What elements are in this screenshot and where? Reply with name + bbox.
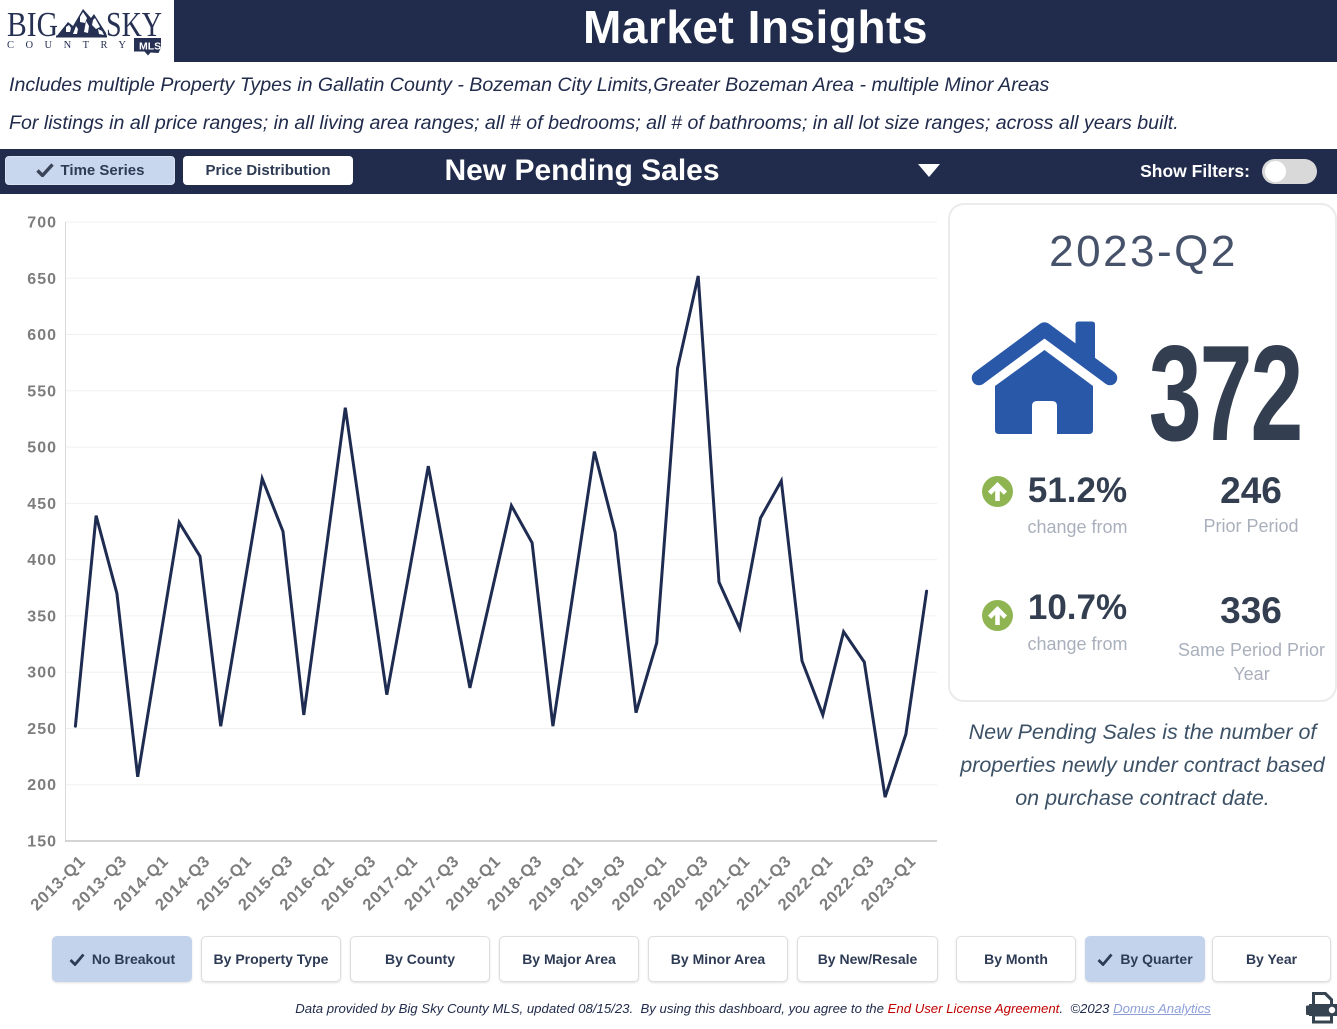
svg-text:400: 400 [27,552,57,569]
svg-text:300: 300 [27,665,57,682]
svg-text:COUNTRY: COUNTRY [7,40,126,51]
svg-text:150: 150 [27,834,57,851]
svg-text:SKY: SKY [106,5,162,44]
svg-text:450: 450 [27,496,57,513]
svg-text:650: 650 [27,271,57,288]
svg-text:MLS: MLS [139,41,161,53]
svg-text:BIG: BIG [7,5,58,44]
svg-text:350: 350 [27,608,57,625]
svg-text:500: 500 [27,440,57,457]
svg-text:200: 200 [27,777,57,794]
svg-text:600: 600 [27,327,57,344]
svg-text:550: 550 [27,383,57,400]
svg-text:700: 700 [27,215,57,232]
svg-text:250: 250 [27,721,57,738]
